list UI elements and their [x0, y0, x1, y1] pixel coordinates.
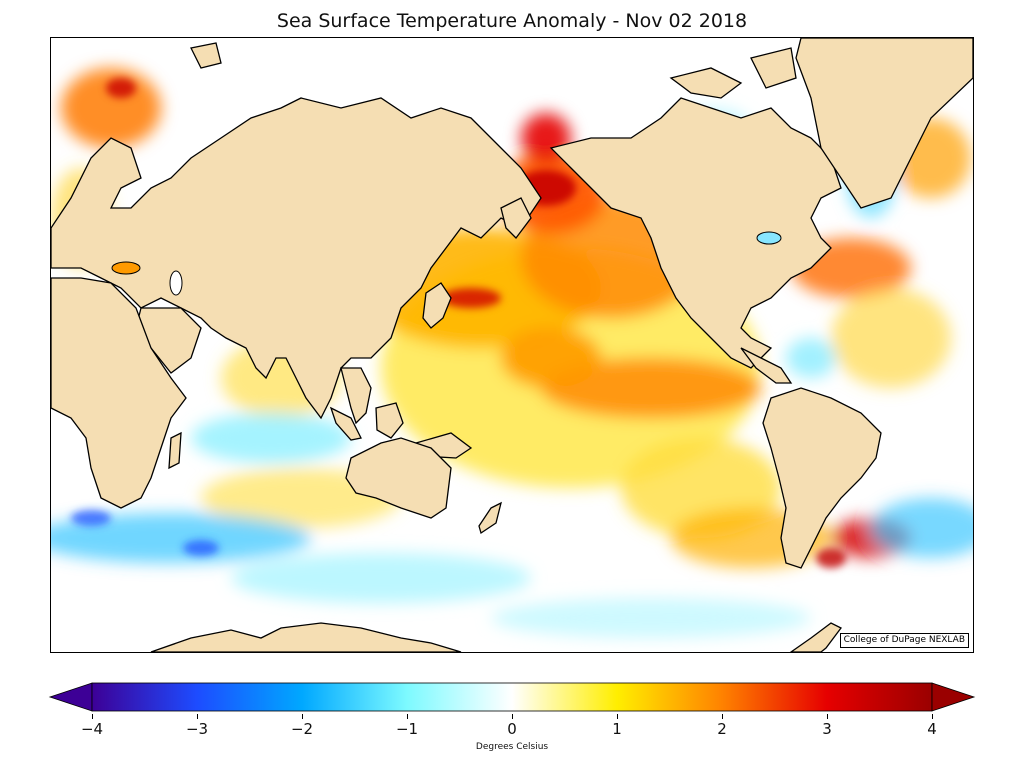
black-sea	[111, 261, 141, 275]
colorbar-gradient	[91, 682, 933, 712]
colorbar-tick-mark	[302, 714, 303, 719]
colorbar-tick-mark	[197, 714, 198, 719]
anomaly-southern-cool-1	[51, 513, 311, 563]
colorbar-label: Degrees Celsius	[475, 742, 549, 752]
land-greenland	[795, 38, 973, 209]
anomaly-equatorial-pacific	[541, 358, 761, 418]
land-antarctica	[150, 622, 462, 652]
land-north-america	[549, 97, 842, 369]
land-indochina	[340, 367, 372, 425]
land-south-america	[762, 387, 882, 569]
colorbar-tick-label: 0	[507, 720, 517, 738]
great-lakes	[756, 231, 782, 245]
credit-label: College of DuPage NEXLAB	[839, 633, 969, 648]
colorbar-tick-mark	[92, 714, 93, 719]
anomaly-south-atlantic-cool	[871, 498, 973, 558]
colorbar-tick-mark	[722, 714, 723, 719]
land-arctic-islands-2	[750, 47, 797, 89]
colorbar-tick-label: 2	[717, 720, 727, 738]
land-masses	[51, 38, 973, 652]
land-central-america	[740, 347, 793, 384]
anomaly-north-atlantic	[831, 288, 951, 388]
colorbar-tick-mark	[407, 714, 408, 719]
anomaly-caribbean-cool	[786, 338, 836, 378]
land-kamchatka	[500, 197, 532, 239]
colorbar-extend-min	[48, 682, 93, 712]
land-madagascar	[168, 431, 182, 470]
anomaly-indian-cool	[191, 413, 351, 463]
colorbar	[48, 682, 976, 712]
land-antarctic-peninsula	[789, 622, 842, 652]
anomaly-southern-cool-2	[231, 553, 531, 603]
colorbar-extend-max	[931, 682, 976, 712]
inland-water	[111, 231, 782, 296]
colorbar-tick-label: −1	[395, 720, 419, 738]
chart-title: Sea Surface Temperature Anomaly - Nov 02…	[276, 10, 748, 32]
colorbar-tick-label: −3	[185, 720, 209, 738]
land-eurasia	[51, 97, 542, 420]
colorbar-tick-label: 3	[822, 720, 832, 738]
colorbar-tick-mark	[617, 714, 618, 719]
map-area[interactable]: College of DuPage NEXLAB	[50, 37, 974, 653]
colorbar-tick-label: −4	[80, 720, 104, 738]
land-new-zealand	[478, 501, 502, 535]
colorbar-tick-mark	[827, 714, 828, 719]
anomaly-central-pacific	[501, 328, 601, 388]
colorbar-tick-label: 4	[927, 720, 937, 738]
anomaly-barents	[61, 68, 161, 148]
colorbar-tick-label: −2	[290, 720, 314, 738]
land-arctic-islands-1	[669, 67, 743, 99]
land-svalbard	[190, 42, 222, 69]
anomaly-southern-cool-3	[491, 598, 811, 638]
land-borneo	[375, 402, 404, 439]
land-japan	[422, 282, 452, 329]
colorbar-tick-label: 1	[612, 720, 622, 738]
land-australia	[345, 437, 452, 519]
caspian-sea	[169, 270, 183, 296]
land-africa	[51, 277, 187, 509]
colorbar-tick-mark	[932, 714, 933, 719]
colorbar-tick-mark	[512, 714, 513, 719]
sst-map	[51, 38, 973, 652]
land-sumatra	[329, 406, 362, 441]
